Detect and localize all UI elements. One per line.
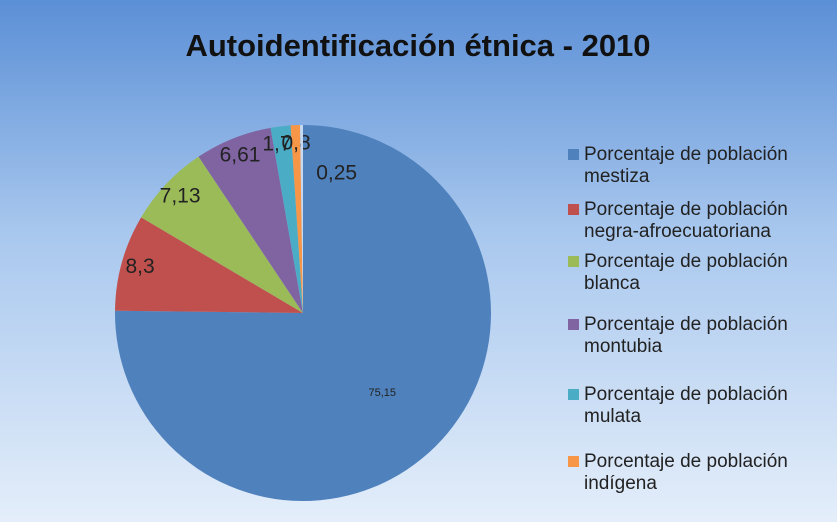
data-label: 75,15 [369, 387, 397, 399]
legend-label: Porcentaje de población montubia [584, 314, 788, 357]
legend-label: Porcentaje de población mulata [584, 384, 788, 427]
legend-swatch [568, 319, 579, 330]
pie-slice [115, 217, 303, 313]
data-label: 0,25 [316, 161, 357, 184]
legend-entry: Porcentaje de población blanca [568, 251, 824, 295]
chart-title: Autoidentificación étnica - 2010 [185, 28, 650, 63]
legend-swatch [568, 204, 579, 215]
legend-entry: Porcentaje de población indígena [568, 451, 824, 495]
legend-label: Porcentaje de población indígena [584, 451, 788, 494]
data-label: 6,61 [220, 143, 261, 166]
legend-swatch [568, 456, 579, 467]
legend-entry: Porcentaje de población mestiza [568, 144, 824, 188]
data-label: 0,8 [281, 131, 310, 154]
pie-slice [270, 125, 303, 313]
legend-swatch [568, 256, 579, 267]
legend-entry: Porcentaje de población mulata [568, 384, 824, 428]
legend-entry: Porcentaje de población montubia [568, 314, 824, 358]
legend-label: Porcentaje de población negra-afroecuato… [584, 199, 788, 242]
pie-slice [300, 125, 303, 313]
pie-slice [290, 125, 303, 313]
legend-swatch [568, 389, 579, 400]
pie-slice [141, 156, 303, 313]
legend-label: Porcentaje de población mestiza [584, 144, 788, 187]
pie-slice [198, 127, 303, 314]
data-label: 7,13 [160, 184, 201, 207]
legend-entry: Porcentaje de población negra-afroecuato… [568, 199, 824, 243]
legend-swatch [568, 149, 579, 160]
data-label: 8,3 [125, 255, 154, 278]
legend-label: Porcentaje de población blanca [584, 251, 788, 294]
